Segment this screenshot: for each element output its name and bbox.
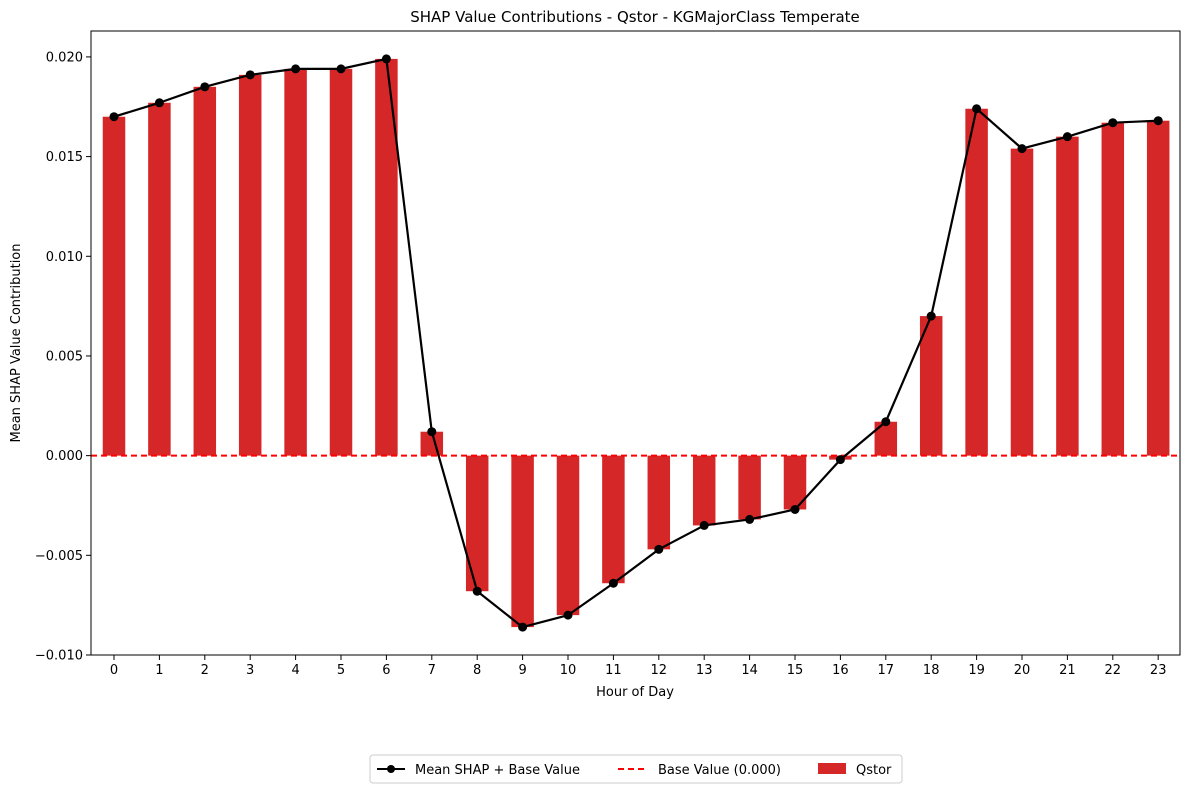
mean-shap-point [608,578,618,588]
legend-line-marker [387,765,395,773]
bar [874,421,898,456]
x-tick-label: 16 [832,663,849,678]
mean-shap-point [1108,118,1118,128]
bar [193,86,217,456]
y-tick-label: 0.020 [46,50,83,65]
bar [692,455,716,526]
x-tick-label: 12 [651,663,668,678]
x-tick-label: 9 [518,663,526,678]
mean-shap-line [113,57,1159,629]
y-tick-label: 0.015 [46,150,83,165]
mean-shap-point [1017,144,1027,154]
legend-label-base: Base Value (0.000) [658,763,781,778]
x-tick-label: 3 [246,663,254,678]
x-tick-label: 4 [291,663,299,678]
mean-shap-point [154,98,164,108]
mean-shap-point [200,82,210,92]
bar [238,74,262,456]
x-tick-label: 17 [878,663,895,678]
mean-shap-point [427,427,437,437]
mean-shap-point [926,311,936,321]
plot-frame [90,30,1181,656]
mean-shap-point [972,104,982,114]
bar [329,68,353,456]
x-tick-label: 5 [337,663,345,678]
x-tick-label: 13 [696,663,713,678]
mean-shap-point [336,64,346,74]
x-tick-label: 1 [155,663,163,678]
bar [919,316,943,456]
x-tick-label: 21 [1059,663,1076,678]
legend-label-bar: Qstor [856,763,892,778]
bar [1101,122,1125,456]
y-tick-label: 0.010 [46,250,83,265]
mean-shap-point [1062,132,1072,142]
bar [602,455,625,584]
mean-shap-point [790,504,800,514]
legend-item-line: Mean SHAP + Base Value [377,763,580,778]
mean-shap-point [699,520,709,530]
mean-shap-point [881,417,891,427]
bar [965,108,988,456]
x-tick-label: 22 [1105,663,1122,678]
x-tick-label: 7 [428,663,436,678]
bar [783,455,807,510]
mean-shap-point [109,112,119,122]
x-tick-label: 20 [1014,663,1031,678]
mean-shap-point [563,610,573,620]
x-tick-label: 23 [1150,663,1167,678]
y-tick-label: −0.010 [35,649,83,664]
mean-shap-point [291,64,301,74]
legend-item-base: Base Value (0.000) [618,763,781,778]
mean-shap-point [745,514,755,524]
mean-shap-point [1153,116,1163,126]
x-axis-label: Hour of Day [596,685,674,700]
bar [465,455,489,592]
mean-shap-point [381,54,391,64]
chart-title: SHAP Value Contributions - Qstor - KGMaj… [410,8,860,26]
bar [738,455,761,520]
legend-frame [369,754,903,784]
y-axis-label: Mean SHAP Value Contribution [9,244,24,443]
mean-shap-point [518,622,528,632]
x-tick-label: 6 [382,663,390,678]
x-tick-label: 18 [923,663,940,678]
y-tick-label: 0.005 [46,349,83,364]
legend-item-bar: Qstor [818,763,892,778]
bar [148,102,171,456]
x-tick-label: 19 [968,663,985,678]
bar [1056,136,1079,456]
bar [511,455,534,628]
y-tick-label: −0.005 [35,549,83,564]
bar [556,455,580,616]
mean-shap-point [472,586,482,596]
x-tick-label: 2 [201,663,209,678]
x-tick-label: 15 [787,663,804,678]
bar [375,58,398,456]
mean-shap-point [245,70,255,80]
x-tick-label: 14 [741,663,758,678]
bar [647,455,671,550]
x-tick-label: 10 [560,663,577,678]
x-tick-label: 11 [605,663,622,678]
bar [1010,148,1034,456]
y-tick-label: 0.000 [46,449,83,464]
mean-shap-point [835,455,845,465]
bar [284,68,307,456]
bar [102,116,126,456]
x-tick-label: 0 [110,663,118,678]
bar [1146,120,1170,456]
legend: Mean SHAP + Base Value Base Value (0.000… [369,754,903,784]
x-tick-label: 8 [473,663,481,678]
legend-label-line: Mean SHAP + Base Value [415,763,580,778]
mean-shap-point [654,544,664,554]
legend-bar-swatch [818,763,846,774]
